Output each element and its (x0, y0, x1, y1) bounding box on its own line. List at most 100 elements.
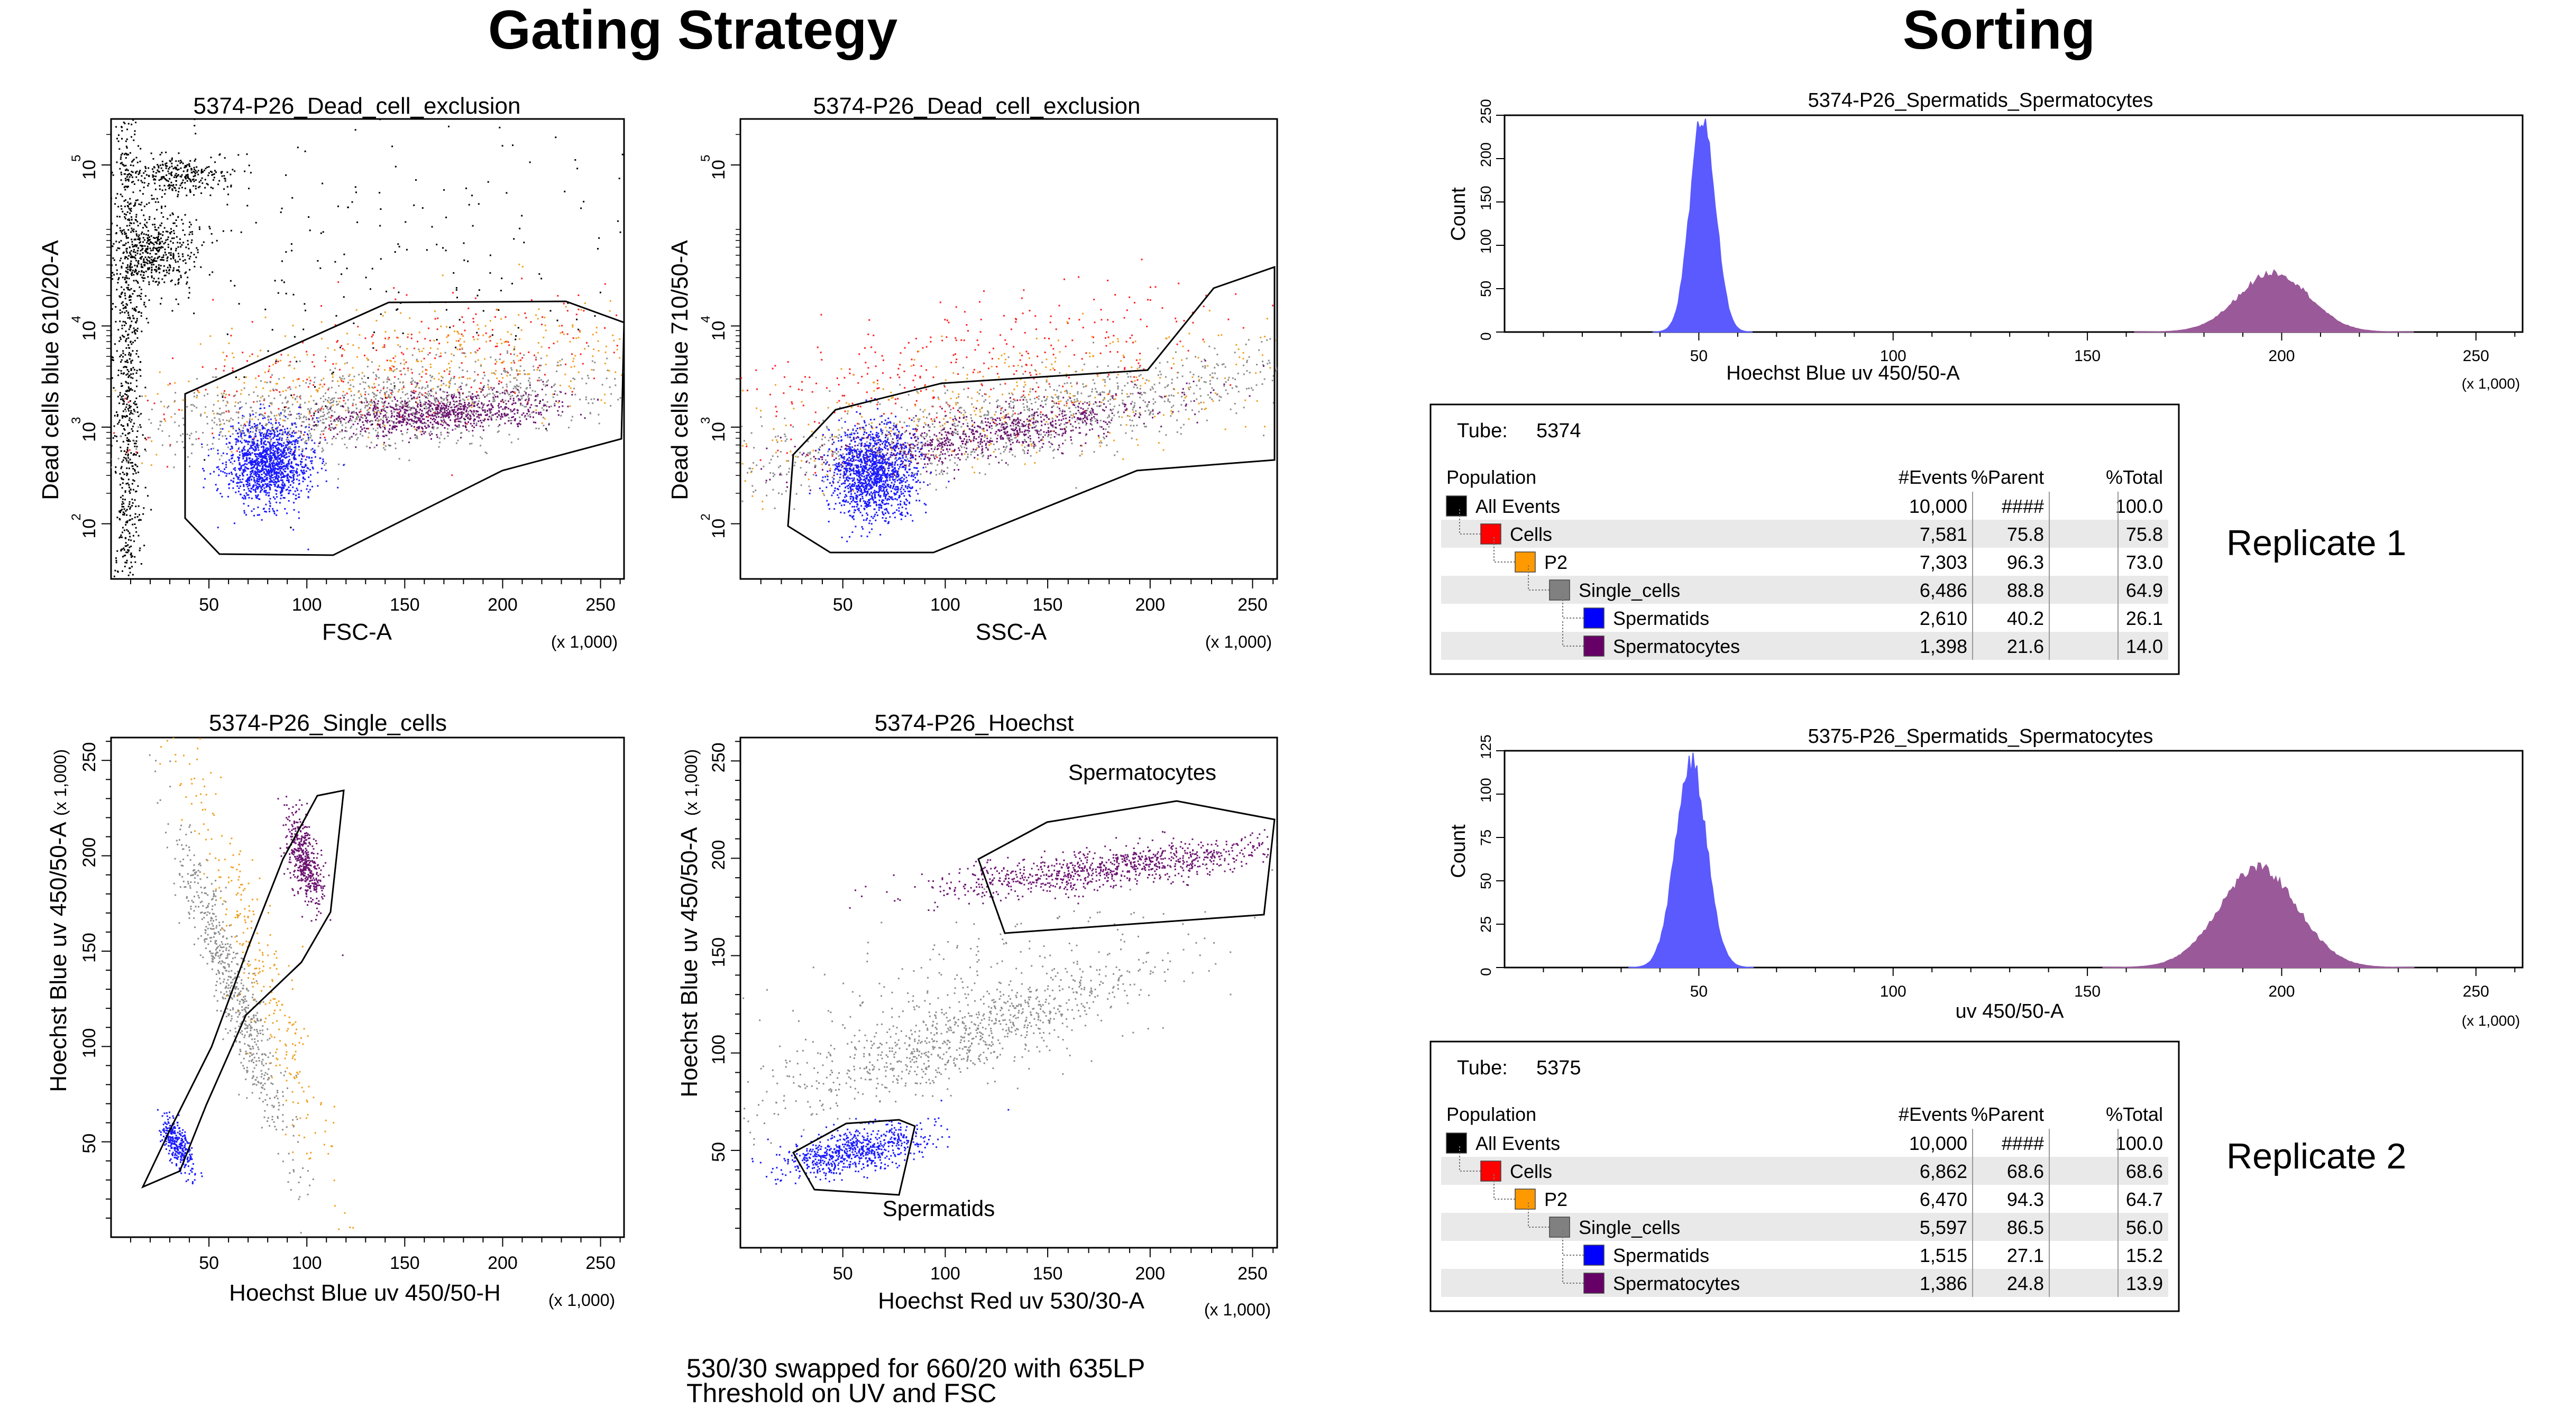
spermatocytes-events (740, 360, 1264, 491)
events-cell: 6,470 (1920, 1189, 1967, 1210)
dead-events (111, 182, 218, 312)
cells-events (740, 259, 1274, 474)
scatter-points (141, 738, 354, 1234)
gate-p2 (184, 300, 624, 556)
events-cell: 7,581 (1920, 523, 1967, 545)
histogram-frame (1504, 114, 2524, 333)
y-tick-label: 125 (1478, 734, 1494, 759)
parent-cell: 75.8 (2007, 523, 2044, 545)
tree-connector (1459, 1146, 1481, 1172)
spermatocytes-events (265, 380, 599, 449)
x-multiplier: (x 1,000) (1205, 632, 1272, 651)
population-name: All Events (1475, 495, 1560, 517)
total-cell: 56.0 (2126, 1217, 2163, 1238)
y-tick-label: 50 (1478, 873, 1494, 889)
table-header: Population (1446, 1103, 1536, 1125)
x-axis-label: SSC-A (976, 619, 1047, 645)
y-tick-label: 10 (79, 519, 99, 539)
x-tick-label: 50 (833, 1264, 853, 1284)
y-axis-label: Dead cells blue 610/20-A (38, 240, 63, 500)
note-line-2: Threshold on UV and FSC (686, 1378, 996, 1408)
plot-hoechst: 5374-P26_Hoechst Hoechst Red uv 530/30-A… (676, 710, 1278, 1319)
gate-spermatids (792, 1119, 916, 1196)
events-cell: 10,000 (1909, 1132, 1967, 1154)
heading-gating: Gating Strategy (488, 0, 898, 61)
population-swatch (1446, 1132, 1467, 1154)
parent-cell: #### (2002, 495, 2044, 517)
events-cell: 6,486 (1920, 579, 1967, 601)
dead-events (111, 151, 252, 197)
total-cell: 26.1 (2126, 607, 2163, 629)
events-cell: 1,515 (1920, 1245, 1967, 1266)
y-axis-label: Hoechst Blue uv 450/50-A (676, 827, 702, 1098)
population-swatch (1549, 579, 1570, 601)
y-tick-label: 0 (1478, 332, 1494, 340)
tree-connector (1528, 1202, 1550, 1228)
tube-label: Tube: (1457, 1057, 1508, 1079)
spermatids-events (157, 1109, 203, 1184)
x-multiplier: (x 1,000) (548, 1291, 615, 1310)
x-tick-label: 150 (390, 595, 420, 615)
spermatocytes-events (277, 796, 344, 956)
y-tick-label: 200 (709, 840, 729, 870)
y-tick-label: 250 (1478, 99, 1494, 124)
histogram-title: 5375-P26_Spermatids_Spermatocytes (1808, 725, 2153, 748)
y-tick-label: 150 (1478, 186, 1494, 210)
x-tick-label: 200 (1135, 595, 1165, 615)
x-tick-label: 250 (1237, 595, 1268, 615)
y-tick-label: 250 (709, 742, 729, 772)
population-name: All Events (1475, 1132, 1560, 1154)
tree-connector (1459, 509, 1481, 535)
y-tick-label: 75 (1478, 830, 1494, 846)
events-cell: 6,862 (1920, 1161, 1967, 1182)
population-name: Cells (1510, 523, 1552, 545)
x-axis-label: FSC-A (322, 619, 392, 645)
population-name: Spermatocytes (1613, 636, 1740, 657)
y-multiplier: (x 1,000) (51, 749, 70, 816)
x-tick-label: 100 (1880, 347, 1906, 365)
tube-value: 5374 (1536, 420, 1581, 442)
spermatids-events (201, 403, 345, 550)
tree-connector (1562, 593, 1584, 619)
y-tick-label: 10 (79, 422, 99, 442)
y-tick-label: 200 (79, 837, 99, 868)
histogram-peak-spermatids (1652, 118, 1753, 333)
y-tick-label: 50 (709, 1142, 729, 1162)
x-tick-label: 250 (2463, 347, 2489, 365)
parent-cell: 27.1 (2007, 1245, 2044, 1266)
parent-cell: 24.8 (2007, 1273, 2044, 1294)
total-cell: 64.7 (2126, 1189, 2163, 1210)
y-tick-label: 200 (1478, 142, 1494, 167)
histogram-ylabel: Count (1447, 824, 1470, 878)
events-cell: 10,000 (1909, 495, 1967, 517)
parent-cell: #### (2002, 1132, 2044, 1154)
x-tick-label: 100 (292, 595, 322, 615)
gate-spermatocytes (977, 800, 1276, 934)
y-tick-label: 100 (1478, 778, 1494, 803)
total-cell: 75.8 (2126, 523, 2163, 545)
y-tick-exponent: 5 (699, 155, 713, 162)
stats-table-5375: Tube: 5375 Population #Events %Parent %Total A… (1429, 1040, 2180, 1312)
parent-cell: 94.3 (2007, 1189, 2044, 1210)
spermatocytes-events (849, 829, 1277, 911)
population-swatch (1583, 1245, 1605, 1266)
x-multiplier: (x 1,000) (2462, 1012, 2520, 1029)
x-tick-label: 250 (585, 595, 616, 615)
table-row-bg (1441, 1269, 2168, 1297)
x-multiplier: (x 1,000) (2462, 375, 2520, 392)
y-axis-label: Dead cells blue 710/50-A (667, 240, 693, 500)
population-name: P2 (1544, 1189, 1567, 1210)
replicate-1-label: Replicate 1 (2226, 523, 2406, 563)
y-tick-label: 10 (709, 422, 729, 442)
y-tick-label: 10 (709, 160, 729, 180)
histogram-5375: 5375-P26_Spermatids_Spermatocytes uv 450… (1447, 725, 2524, 1029)
y-tick-label: 0 (1478, 968, 1494, 976)
population-swatch (1583, 1273, 1605, 1294)
p2-events (114, 263, 624, 466)
population-swatch (1549, 1217, 1570, 1238)
parent-cell: 40.2 (2007, 607, 2044, 629)
population-name: P2 (1544, 551, 1567, 573)
heading-sorting: Sorting (1903, 0, 2095, 61)
y-tick-exponent: 4 (69, 316, 84, 323)
tube-label: Tube: (1457, 420, 1508, 442)
